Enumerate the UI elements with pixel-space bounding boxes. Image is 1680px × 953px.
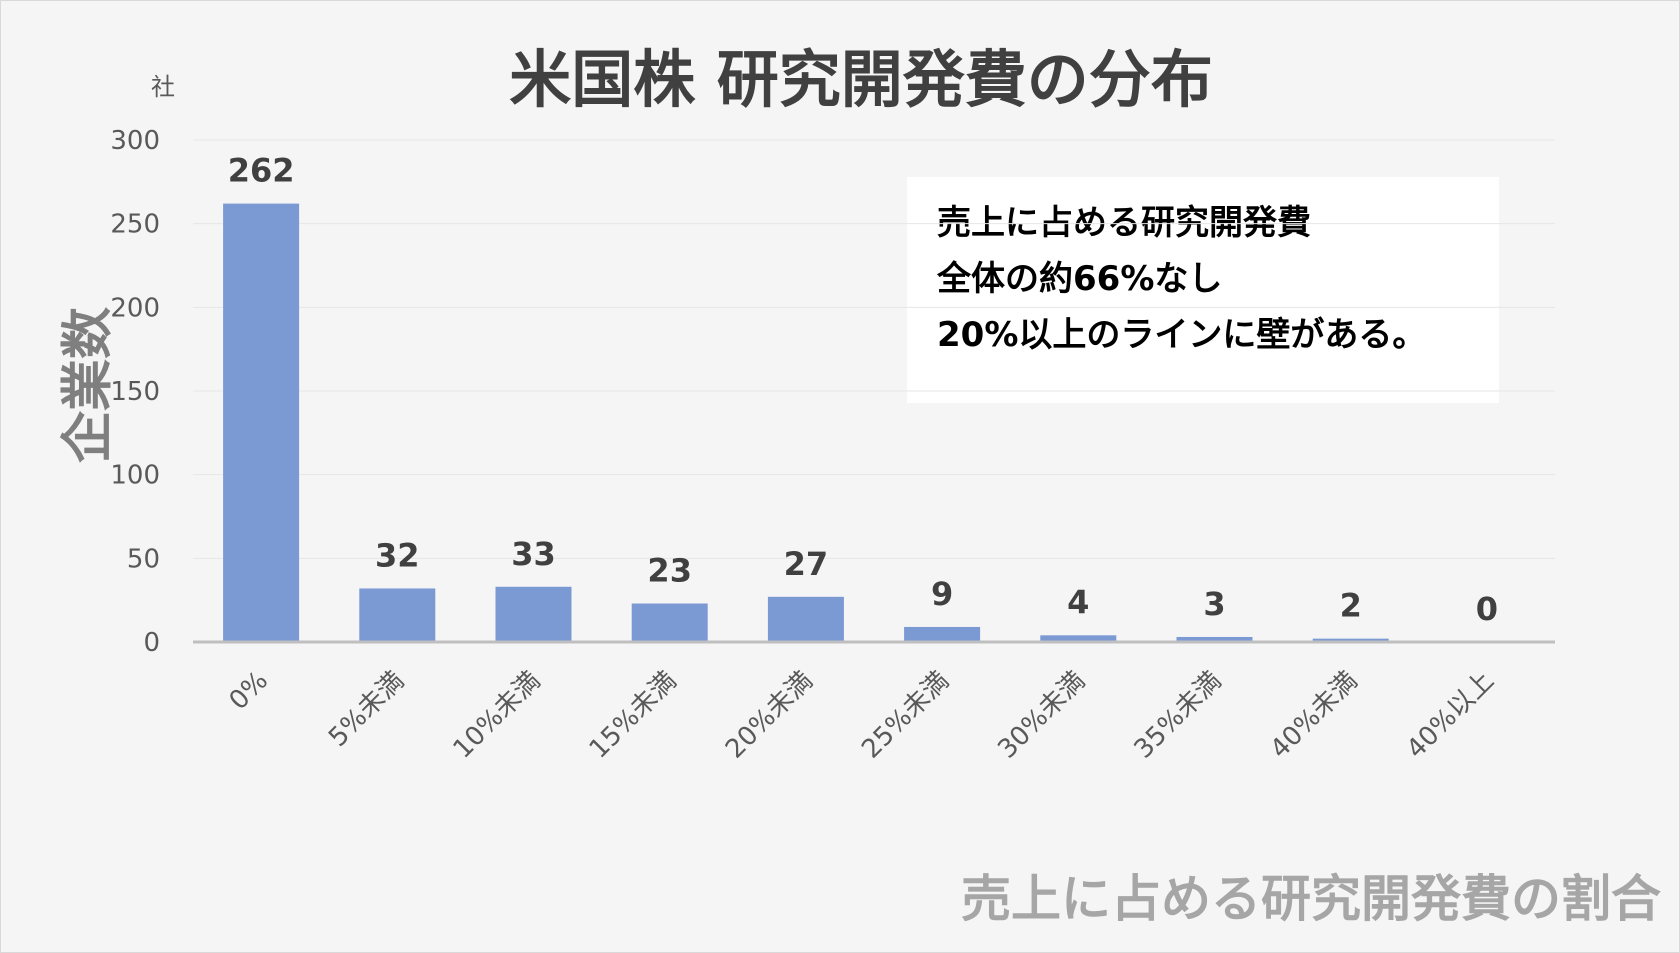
y-tick-label: 300 bbox=[110, 126, 160, 156]
x-tick-label: 35%未満 bbox=[1129, 666, 1228, 765]
x-tick-label: 10%未満 bbox=[448, 666, 547, 765]
annotation-box: 売上に占める研究開発費 全体の約66%なし 20%以上のラインに壁がある。 bbox=[907, 177, 1499, 403]
x-tick-label: 40%以上 bbox=[1401, 666, 1500, 765]
bar bbox=[1040, 635, 1117, 642]
data-label: 4 bbox=[1067, 583, 1089, 621]
bar bbox=[767, 596, 844, 642]
x-tick-label: 30%未満 bbox=[992, 666, 1091, 765]
y-tick-label: 50 bbox=[127, 544, 160, 574]
y-tick-label: 200 bbox=[110, 293, 160, 323]
annotation-line-3: 20%以上のラインに壁がある。 bbox=[937, 315, 1427, 355]
annotation-line-2: 全体の約66%なし bbox=[937, 259, 1223, 299]
bar bbox=[1312, 638, 1389, 642]
bar bbox=[223, 203, 300, 642]
bar bbox=[904, 626, 981, 642]
bar bbox=[1176, 636, 1253, 642]
x-axis-label: 売上に占める研究開発費の割合 bbox=[961, 870, 1661, 928]
y-tick-label: 250 bbox=[110, 210, 160, 240]
y-tick-label: 100 bbox=[110, 461, 160, 491]
bar bbox=[359, 588, 436, 642]
x-tick-label: 40%未満 bbox=[1265, 666, 1364, 765]
data-label: 0 bbox=[1476, 590, 1498, 628]
data-label: 3 bbox=[1203, 585, 1225, 623]
data-label: 27 bbox=[784, 545, 829, 583]
data-label: 23 bbox=[647, 552, 692, 590]
y-tick-label: 150 bbox=[110, 377, 160, 407]
x-tick-label: 5%未満 bbox=[323, 666, 410, 753]
chart-title: 米国株 研究開発費の分布 bbox=[509, 43, 1213, 116]
data-label: 33 bbox=[511, 535, 556, 573]
x-tick-label: 0% bbox=[224, 666, 274, 716]
x-tick-label: 20%未満 bbox=[720, 666, 819, 765]
data-label: 32 bbox=[375, 536, 420, 574]
x-tick-label: 25%未満 bbox=[856, 666, 955, 765]
x-tick-label: 15%未満 bbox=[584, 666, 683, 765]
data-label: 9 bbox=[931, 575, 953, 613]
annotation-line-1: 売上に占める研究開発費 bbox=[937, 203, 1311, 243]
bar bbox=[631, 603, 708, 642]
data-label: 2 bbox=[1340, 587, 1362, 625]
y-tick-label: 0 bbox=[143, 628, 160, 658]
bar bbox=[495, 586, 572, 642]
data-label: 262 bbox=[228, 152, 295, 190]
unit-label: 社 bbox=[151, 73, 175, 101]
